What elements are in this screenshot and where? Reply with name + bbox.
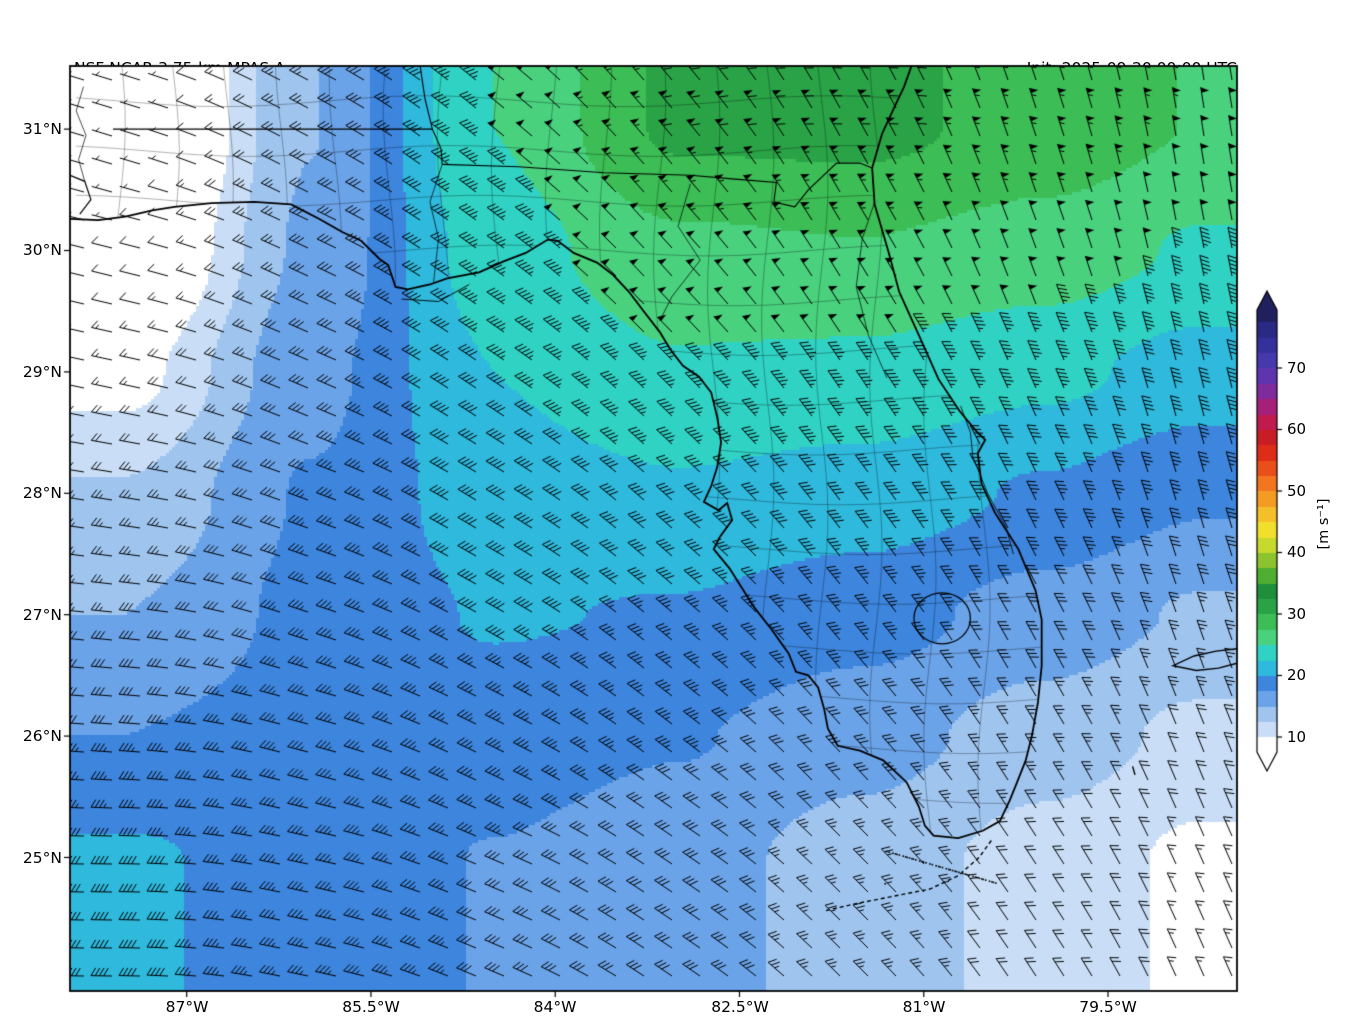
x-tick-label: 87°W <box>165 998 209 1016</box>
y-tick-label: 30°N <box>22 241 62 259</box>
x-tick-label: 85.5°W <box>342 998 400 1016</box>
y-tick-label: 26°N <box>22 727 62 745</box>
y-tick-label: 27°N <box>22 606 62 624</box>
x-tick-label: 84°W <box>533 998 577 1016</box>
colorbar-canvas <box>1251 288 1291 780</box>
y-tick-label: 28°N <box>22 484 62 502</box>
colorbar-tick-label: 50 <box>1287 482 1307 500</box>
map-plot-canvas <box>60 56 1247 1011</box>
colorbar-tick-label: 40 <box>1287 543 1307 561</box>
colorbar-tick-label: 20 <box>1287 666 1307 684</box>
x-tick-label: 81°W <box>902 998 946 1016</box>
y-tick-label: 25°N <box>22 849 62 867</box>
x-tick-label: 79.5°W <box>1079 998 1137 1016</box>
colorbar-tick-label: 60 <box>1287 420 1307 438</box>
y-tick-label: 29°N <box>22 363 62 381</box>
colorbar-tick-label: 70 <box>1287 359 1307 377</box>
y-tick-label: 31°N <box>22 120 62 138</box>
colorbar-tick-label: 30 <box>1287 605 1307 623</box>
x-tick-label: 82.5°W <box>711 998 769 1016</box>
colorbar-unit-label: [m s⁻¹] <box>1316 498 1332 550</box>
colorbar-tick-label: 10 <box>1287 728 1307 746</box>
